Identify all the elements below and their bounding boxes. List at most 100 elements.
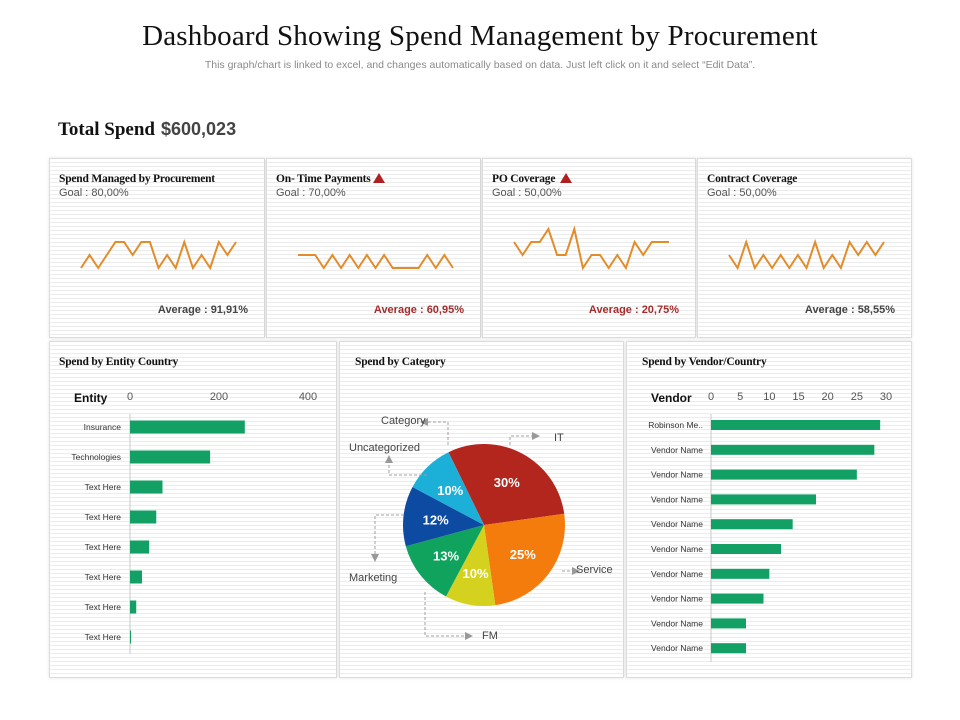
total-spend: Total Spend $600,023 [58, 119, 236, 141]
bar[interactable] [711, 593, 764, 604]
category-label: Vendor Name [651, 618, 703, 628]
kpi-goal: Goal : 80,00% [59, 187, 129, 199]
bar[interactable] [130, 510, 157, 524]
kpi-title-text: PO Coverage [492, 173, 556, 185]
slice-value-label: 10% [463, 566, 489, 581]
category-label: Text Here [85, 602, 122, 612]
sparkline-path [298, 253, 454, 270]
bar[interactable] [711, 643, 746, 654]
callout-label: IT [554, 432, 564, 444]
kpi-sparkline [80, 238, 237, 271]
slice-value-label: 10% [437, 483, 463, 498]
kpi-sparkline [513, 225, 669, 271]
kpi-goal: Goal : 50,00% [492, 187, 562, 199]
category-label: Vendor Name [651, 569, 703, 579]
x-tick-label: 25 [851, 391, 863, 403]
category-label: Robinson Me.. [648, 420, 703, 430]
kpi-title-text: Spend Managed by Procurement [59, 173, 215, 185]
bar[interactable] [711, 568, 770, 579]
x-tick-label: 200 [210, 391, 228, 403]
pie-slice[interactable] [405, 525, 484, 597]
y-axis-title: Vendor [651, 391, 692, 405]
kpi-average: Average : 20,75% [588, 304, 679, 316]
x-tick-label: 30 [880, 391, 892, 403]
pie-slice[interactable] [412, 452, 485, 525]
category-label: Text Here [85, 572, 122, 582]
category-pie-chart: 30% 25% 10% 13% 12% 10% Category IT Uncategorize… [349, 415, 613, 642]
sparkline-path [513, 225, 669, 271]
kpi-card-spend-managed[interactable]: Spend Managed by Procurement Goal : 80,0… [49, 158, 265, 338]
bar[interactable] [711, 519, 793, 530]
callout-connector [420, 418, 449, 445]
page-title: Dashboard Showing Spend Management by Pr… [142, 20, 818, 52]
x-tick-label: 5 [737, 391, 743, 403]
category-label: Text Here [85, 542, 122, 552]
slice-value-label: 30% [494, 475, 520, 490]
callout-connector [509, 432, 540, 445]
bar[interactable] [711, 444, 875, 455]
bar[interactable] [711, 544, 781, 554]
kpi-average: Average : 60,95% [373, 304, 464, 316]
chart-title: Spend by Entity Country [59, 356, 179, 368]
total-spend-label: Total Spend [58, 119, 155, 140]
bar[interactable] [711, 618, 746, 629]
slice-value-label: 13% [433, 548, 459, 563]
kpi-average: Average : 91,91% [157, 304, 248, 316]
bar[interactable] [711, 494, 816, 505]
chart-title: Spend by Vendor/Country [642, 356, 767, 368]
category-label: Vendor Name [651, 544, 703, 554]
callout-label: Uncategorized [349, 442, 420, 454]
category-label: Vendor Name [651, 594, 703, 604]
category-label: Vendor Name [651, 519, 703, 529]
total-spend-value: $600,023 [161, 119, 237, 139]
bar[interactable] [130, 420, 245, 434]
category-label: Insurance [84, 422, 122, 432]
category-chart-card[interactable]: Spend by Category 30% 25% 10% 13% 12% 10% Cate… [339, 341, 624, 678]
bar[interactable] [130, 630, 131, 644]
category-label: Vendor Name [651, 470, 703, 480]
slice-value-label: 12% [423, 513, 449, 528]
vendor-chart-card[interactable]: Spend by Vendor/Country Vendor 0 5 10 15 20 25… [626, 341, 912, 678]
kpi-goal: Goal : 70,00% [276, 187, 346, 199]
x-tick-label: 0 [708, 391, 714, 403]
bar[interactable] [130, 570, 143, 584]
bar[interactable] [130, 600, 137, 614]
kpi-goal: Goal : 50,00% [707, 187, 777, 199]
bar[interactable] [711, 469, 857, 480]
kpi-sparkline [728, 238, 885, 271]
kpi-title: On- Time Payments [276, 173, 385, 185]
kpi-title: Spend Managed by Procurement [59, 173, 215, 185]
callout-label: Service [576, 564, 613, 576]
slice-value-label: 25% [510, 547, 536, 562]
callout-label: FM [482, 630, 498, 642]
callout-connector [385, 455, 427, 476]
kpi-title: Contract Coverage [707, 173, 797, 185]
y-axis-title: Entity [74, 391, 108, 405]
kpi-card-on-time-payments[interactable]: On- Time Payments Goal : 70,00% Average … [266, 158, 481, 338]
kpi-card-po-coverage[interactable]: PO Coverage Goal : 50,00% Average : 20,7… [482, 158, 696, 338]
category-label: Vendor Name [651, 494, 703, 504]
bar[interactable] [130, 450, 211, 464]
sparkline-path [80, 238, 237, 271]
bar[interactable] [130, 540, 150, 554]
page-subtitle: This graph/chart is linked to excel, and… [204, 59, 756, 71]
category-label: Text Here [85, 632, 122, 642]
bar[interactable] [130, 480, 163, 494]
category-label: Technologies [71, 452, 121, 462]
category-label: Vendor Name [651, 445, 703, 455]
alert-triangle-icon [559, 173, 572, 183]
alert-triangle-icon [372, 173, 385, 183]
x-tick-label: 400 [299, 391, 317, 403]
pie-slice[interactable] [484, 513, 565, 606]
kpi-card-contract-coverage[interactable]: Contract Coverage Goal : 50,00% Average … [697, 158, 912, 338]
vendor-bar-chart: Vendor 0 5 10 15 20 25 30 Robinson Me.. Vendor Na… [648, 391, 892, 662]
entity-chart-card[interactable]: Spend by Entity Country Entity 0 200 400 Ins… [49, 341, 337, 678]
callout-label: Category [381, 415, 426, 427]
pie-slice[interactable] [448, 444, 565, 525]
bar[interactable] [711, 420, 881, 430]
kpi-sparkline [298, 253, 454, 270]
pie-slice[interactable] [446, 525, 496, 606]
sparkline-path [728, 238, 885, 271]
pie-slice[interactable] [402, 487, 484, 547]
callout-connector [371, 514, 404, 562]
